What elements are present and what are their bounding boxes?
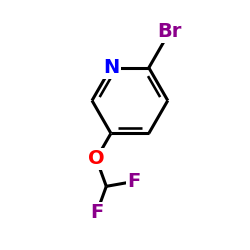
Text: F: F [90,203,103,222]
Text: F: F [127,172,140,191]
Text: N: N [103,58,119,77]
Text: O: O [88,149,104,168]
Text: Br: Br [158,22,182,41]
